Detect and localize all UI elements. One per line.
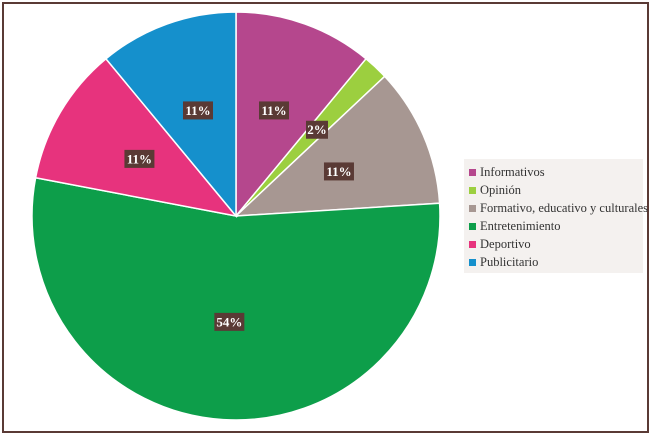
legend-item: Entretenimiento: [469, 217, 643, 235]
legend-swatch: [469, 222, 476, 230]
legend-item: Deportivo: [469, 235, 643, 253]
chart-legend: Informativos Opinión Formativo, educativo …: [464, 159, 648, 273]
pie-slice-entretenimiento: [31, 176, 441, 421]
data-label-box: [214, 312, 245, 331]
pie-data-labels: 11% 2% 11% 54% 11% 11%: [124, 101, 354, 331]
pie-slice-informativos: [235, 11, 368, 219]
data-label-box: [259, 101, 290, 120]
data-label-box: [305, 120, 328, 139]
legend-swatch: [469, 168, 476, 176]
legend-swatch: [469, 186, 476, 194]
legend-item: Opinión: [469, 181, 643, 199]
pie-slice-deportivo: [34, 57, 238, 218]
data-label: 11%: [323, 162, 354, 181]
data-label-text: 54%: [216, 314, 242, 329]
pie-slice-formativo-educativo-y-culturales: [233, 75, 441, 217]
legend-label: Formativo, educativo y culturales: [480, 200, 649, 215]
data-label-box: [124, 149, 155, 168]
legend-label: Opinión: [480, 182, 521, 197]
pie-slice-publicitario: [104, 11, 237, 219]
legend-swatch: [469, 240, 476, 248]
data-label: 11%: [182, 101, 213, 120]
legend-label: Informativos: [480, 164, 545, 179]
legend-item: Publicitario: [469, 253, 643, 271]
legend-label: Deportivo: [480, 236, 531, 251]
data-label: 54%: [214, 312, 245, 331]
legend-swatch: [469, 204, 476, 212]
data-label: 2%: [305, 120, 328, 139]
data-label-text: 11%: [185, 103, 210, 118]
legend-swatch: [469, 258, 476, 266]
legend-item: Formativo, educativo y culturales: [469, 199, 648, 217]
data-label-box: [182, 101, 213, 120]
data-label-text: 11%: [261, 103, 286, 118]
legend-label: Publicitario: [480, 254, 539, 269]
data-label: 11%: [259, 101, 290, 120]
data-label-text: 11%: [127, 151, 152, 166]
pie-slices: [31, 11, 441, 421]
data-label-box: [323, 162, 354, 181]
legend-item: Informativos: [469, 163, 643, 181]
data-label-text: 11%: [326, 164, 351, 179]
data-label-text: 2%: [307, 122, 327, 137]
legend-label: Entretenimiento: [480, 218, 561, 233]
data-label: 11%: [124, 149, 155, 168]
